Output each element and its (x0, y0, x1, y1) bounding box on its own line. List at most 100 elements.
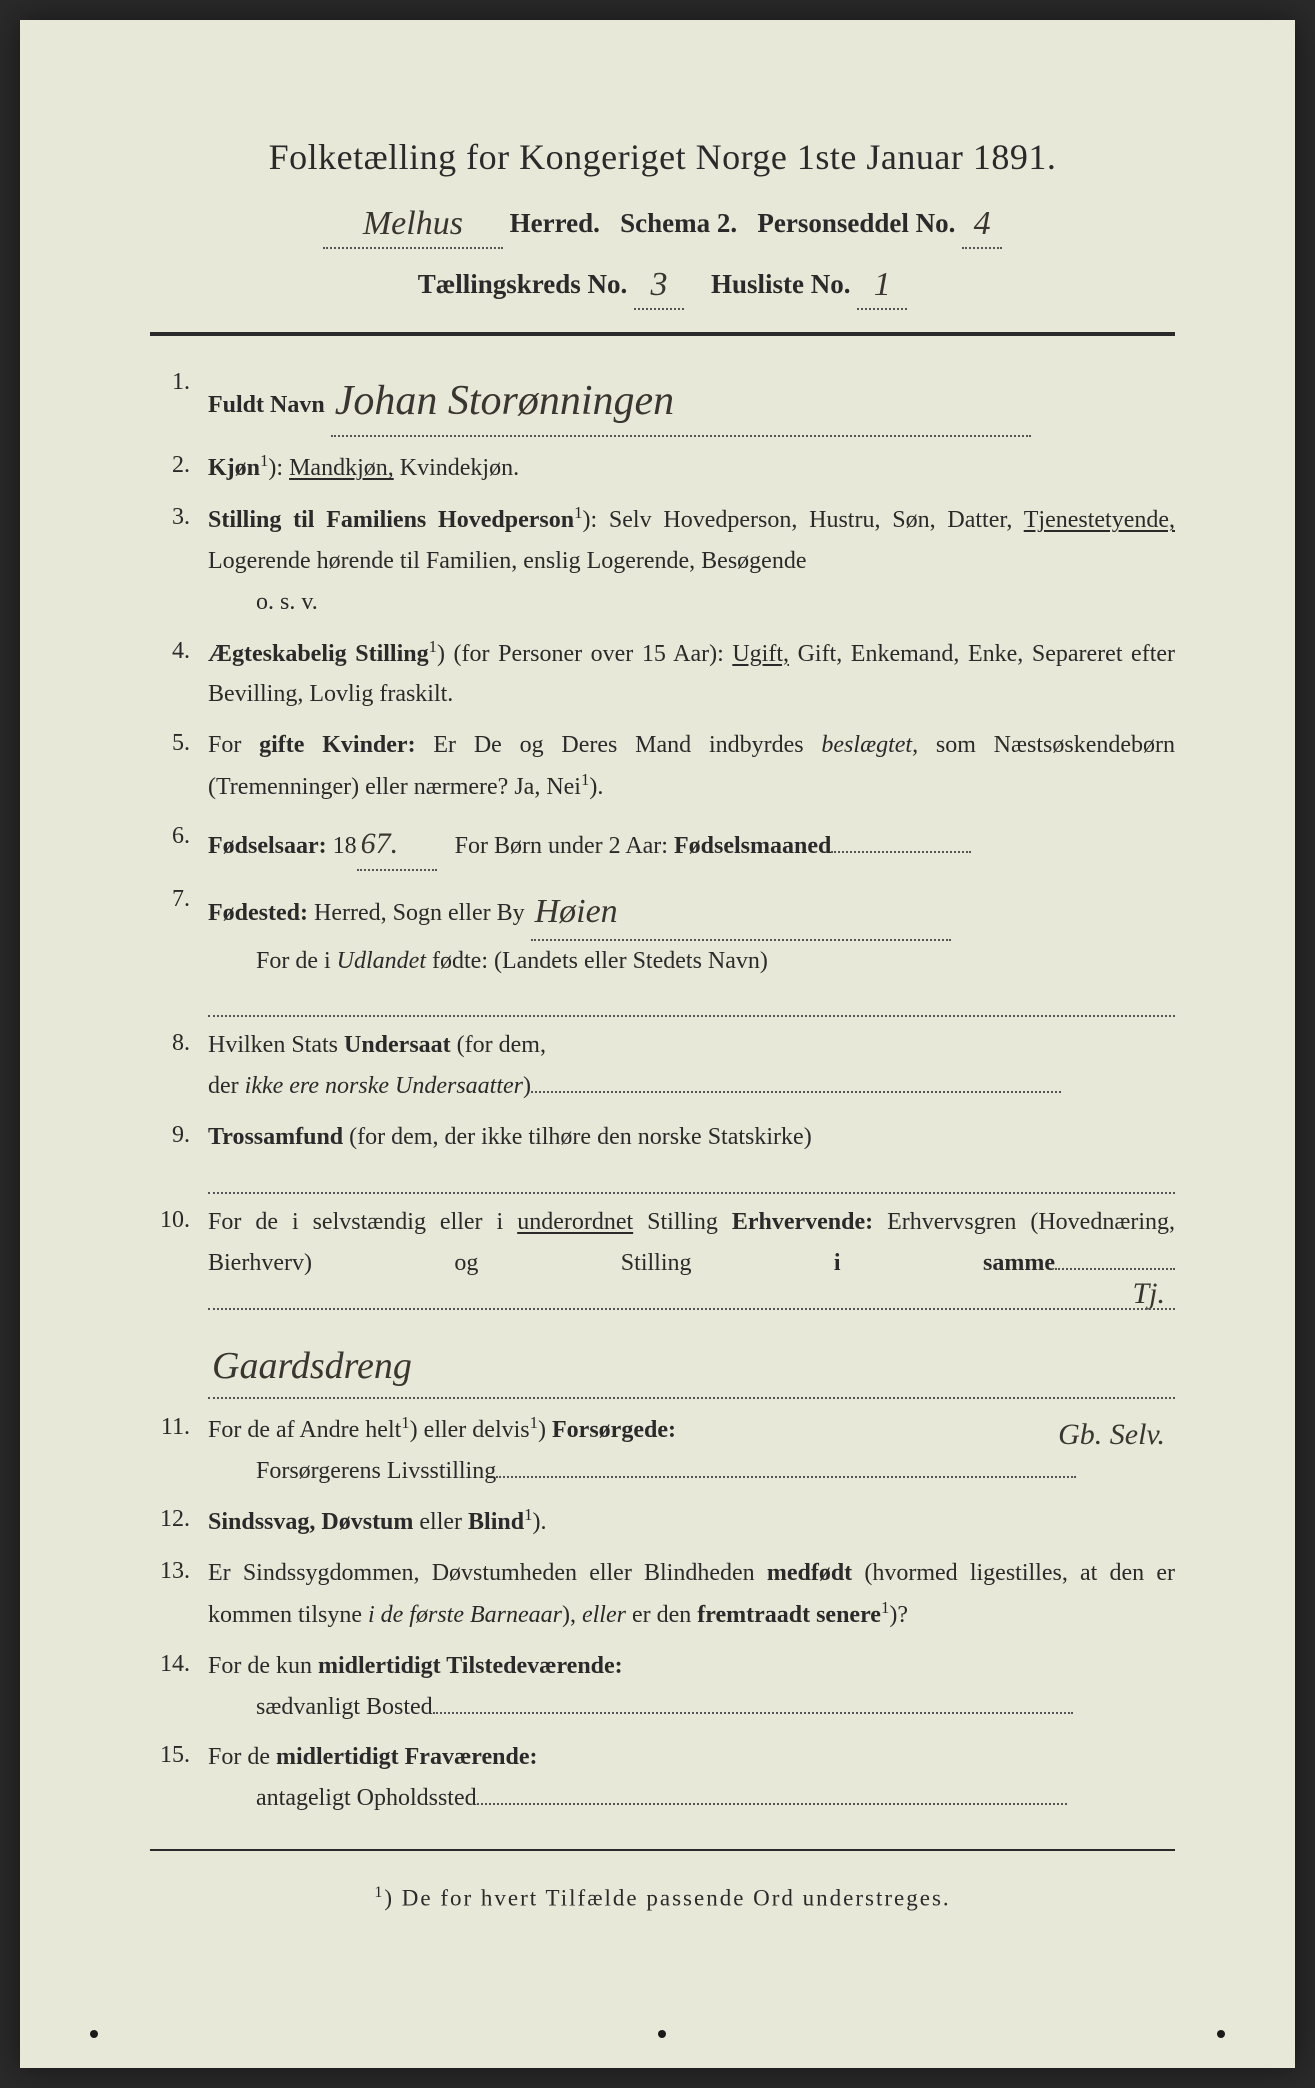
form-title: Folketælling for Kongeriget Norge 1ste J… (150, 130, 1175, 184)
item-num: 7. (150, 881, 208, 917)
item-11: 11. For de af Andre helt1) eller delvis1… (150, 1409, 1175, 1492)
census-form-page: Folketælling for Kongeriget Norge 1ste J… (20, 20, 1295, 2068)
option: Kvindekjøn. (394, 455, 519, 481)
text: sædvanligt Bosted (256, 1694, 433, 1720)
dotted-fill-line (208, 1168, 1175, 1194)
item-num: 15. (150, 1737, 208, 1773)
personseddel-no: 4 (974, 205, 991, 242)
text: Logerende hørende til Familien, enslig L… (208, 548, 806, 574)
item-13: 13. Er Sindssygdommen, Døvstumheden elle… (150, 1553, 1175, 1636)
text: (for dem, (451, 1032, 546, 1058)
item-7: 7. Fødested: Herred, Sogn eller By Høien… (150, 881, 1175, 982)
item-label: medfødt (767, 1560, 852, 1586)
text: (for dem, der ikke tilhøre den norske St… (343, 1124, 812, 1150)
italic-text: ikke ere norske Undersaatter (245, 1073, 523, 1099)
sup: 1 (374, 1884, 384, 1901)
text: eller (413, 1509, 468, 1535)
text: For de (208, 1744, 276, 1770)
text: o. s. v. (208, 582, 1175, 623)
kreds-no: 3 (651, 266, 668, 303)
text: der (208, 1073, 245, 1099)
text: ): Selv Hovedperson, Hustru, Søn, Datter… (582, 507, 1023, 533)
item-label: i samme (834, 1250, 1055, 1276)
text: ) eller delvis (410, 1417, 530, 1443)
item-label: Erhvervende: (732, 1209, 873, 1235)
italic-text: eller (582, 1602, 626, 1628)
punch-hole (658, 2030, 666, 2038)
punch-hole (1217, 2030, 1225, 2038)
text: For de i (256, 948, 337, 974)
italic-text: i de første Barneaar (368, 1602, 562, 1628)
text: For de af Andre helt (208, 1417, 401, 1443)
item-label: midlertidigt Tilstedeværende: (318, 1653, 623, 1679)
item-label: Forsørgede: (552, 1417, 676, 1443)
item-num: 13. (150, 1553, 208, 1589)
text: 18 (327, 833, 357, 859)
item-num: 9. (150, 1117, 208, 1153)
selected-option: Ugift, (732, 641, 789, 667)
item-9: 9. Trossamfund (for dem, der ikke tilhør… (150, 1117, 1175, 1158)
item-label: Blind (468, 1509, 524, 1535)
item-5: 5. For gifte Kvinder: Er De og Deres Man… (150, 725, 1175, 808)
husliste-no: 1 (874, 266, 891, 303)
herred-handwriting: Melhus (363, 205, 463, 242)
text: For (208, 732, 259, 758)
header-row-2: Tællingskreds No. 3 Husliste No. 1 (150, 257, 1175, 310)
divider-bottom (150, 1849, 1175, 1851)
item-label: Fødselsmaaned (674, 833, 831, 859)
divider-top (150, 332, 1175, 336)
item-14: 14. For de kun midlertidigt Tilstedevære… (150, 1646, 1175, 1728)
text: ) (for Personer over 15 Aar): (437, 641, 732, 667)
item-label: midlertidigt Fraværende: (276, 1744, 538, 1770)
occupation-hw: Gaardsdreng (212, 1345, 412, 1387)
item-1: 1. Fuldt Navn Johan Storønningen (150, 364, 1175, 437)
item-8: 8. Hvilken Stats Undersaat (for dem, der… (150, 1025, 1175, 1107)
text: Forsørgerens Livsstilling (256, 1458, 496, 1484)
item-num: 12. (150, 1501, 208, 1537)
text: antageligt Opholdssted (256, 1785, 477, 1811)
dotted-fill-line (208, 991, 1175, 1017)
husliste-label: Husliste No. (711, 269, 851, 299)
italic-text: beslægtet, (821, 732, 918, 758)
selected-option: Mandkjøn, (289, 455, 394, 481)
item-num: 1. (150, 364, 208, 400)
footer-note: 1) De for hvert Tilfælde passende Ord un… (150, 1881, 1175, 1916)
text: For de kun (208, 1653, 318, 1679)
item-num: 3. (150, 499, 208, 535)
selected-option: Tjenestetyende, (1024, 507, 1175, 533)
item-label: Fuldt Navn (208, 392, 325, 418)
item-num: 5. (150, 725, 208, 761)
item-3: 3. Stilling til Familiens Hovedperson1):… (150, 499, 1175, 622)
item-12: 12. Sindssvag, Døvstum eller Blind1). (150, 1501, 1175, 1543)
item-label: Fødselsaar: (208, 833, 327, 859)
footer-text: ) De for hvert Tilfælde passende Ord und… (384, 1886, 950, 1911)
item-label: Ægteskabelig Stilling (208, 641, 429, 667)
item-num: 10. (150, 1202, 208, 1238)
sup: 1 (401, 1413, 409, 1432)
text: Er De og Deres Mand indbyrdes (416, 732, 822, 758)
item-num: 11. (150, 1409, 208, 1445)
text: Er Sindssygdommen, Døvstumheden eller Bl… (208, 1560, 767, 1586)
text: ). (532, 1509, 546, 1535)
item-label: Sindssvag, Døvstum (208, 1509, 413, 1535)
text: For de i selvstændig eller i (208, 1209, 517, 1235)
name-handwriting: Johan Storønningen (335, 378, 674, 424)
text: Stilling (633, 1209, 732, 1235)
item-15: 15. For de midlertidigt Fraværende: anta… (150, 1737, 1175, 1819)
text: ) (523, 1073, 531, 1099)
item-10: 10. For de i selvstændig eller i underor… (150, 1202, 1175, 1399)
item-label: Kjøn (208, 455, 260, 481)
herred-label: Herred. (510, 208, 600, 238)
header-row-1: Melhus Herred. Schema 2. Personseddel No… (150, 196, 1175, 249)
item-label: Undersaat (344, 1032, 451, 1058)
text: Hvilken Stats (208, 1032, 344, 1058)
item-label: Stilling til Familiens Hovedperson (208, 507, 574, 533)
item-num: 14. (150, 1646, 208, 1682)
text: er den (626, 1602, 697, 1628)
item-4: 4. Ægteskabelig Stilling1) (for Personer… (150, 633, 1175, 716)
item-label: gifte Kvinder: (259, 732, 415, 758)
text: fødte: (Landets eller Stedets Navn) (426, 948, 768, 974)
personseddel-label: Personseddel No. (757, 208, 955, 238)
margin-hw: Gb. Selv. (1058, 1409, 1165, 1460)
item-num: 4. (150, 633, 208, 669)
